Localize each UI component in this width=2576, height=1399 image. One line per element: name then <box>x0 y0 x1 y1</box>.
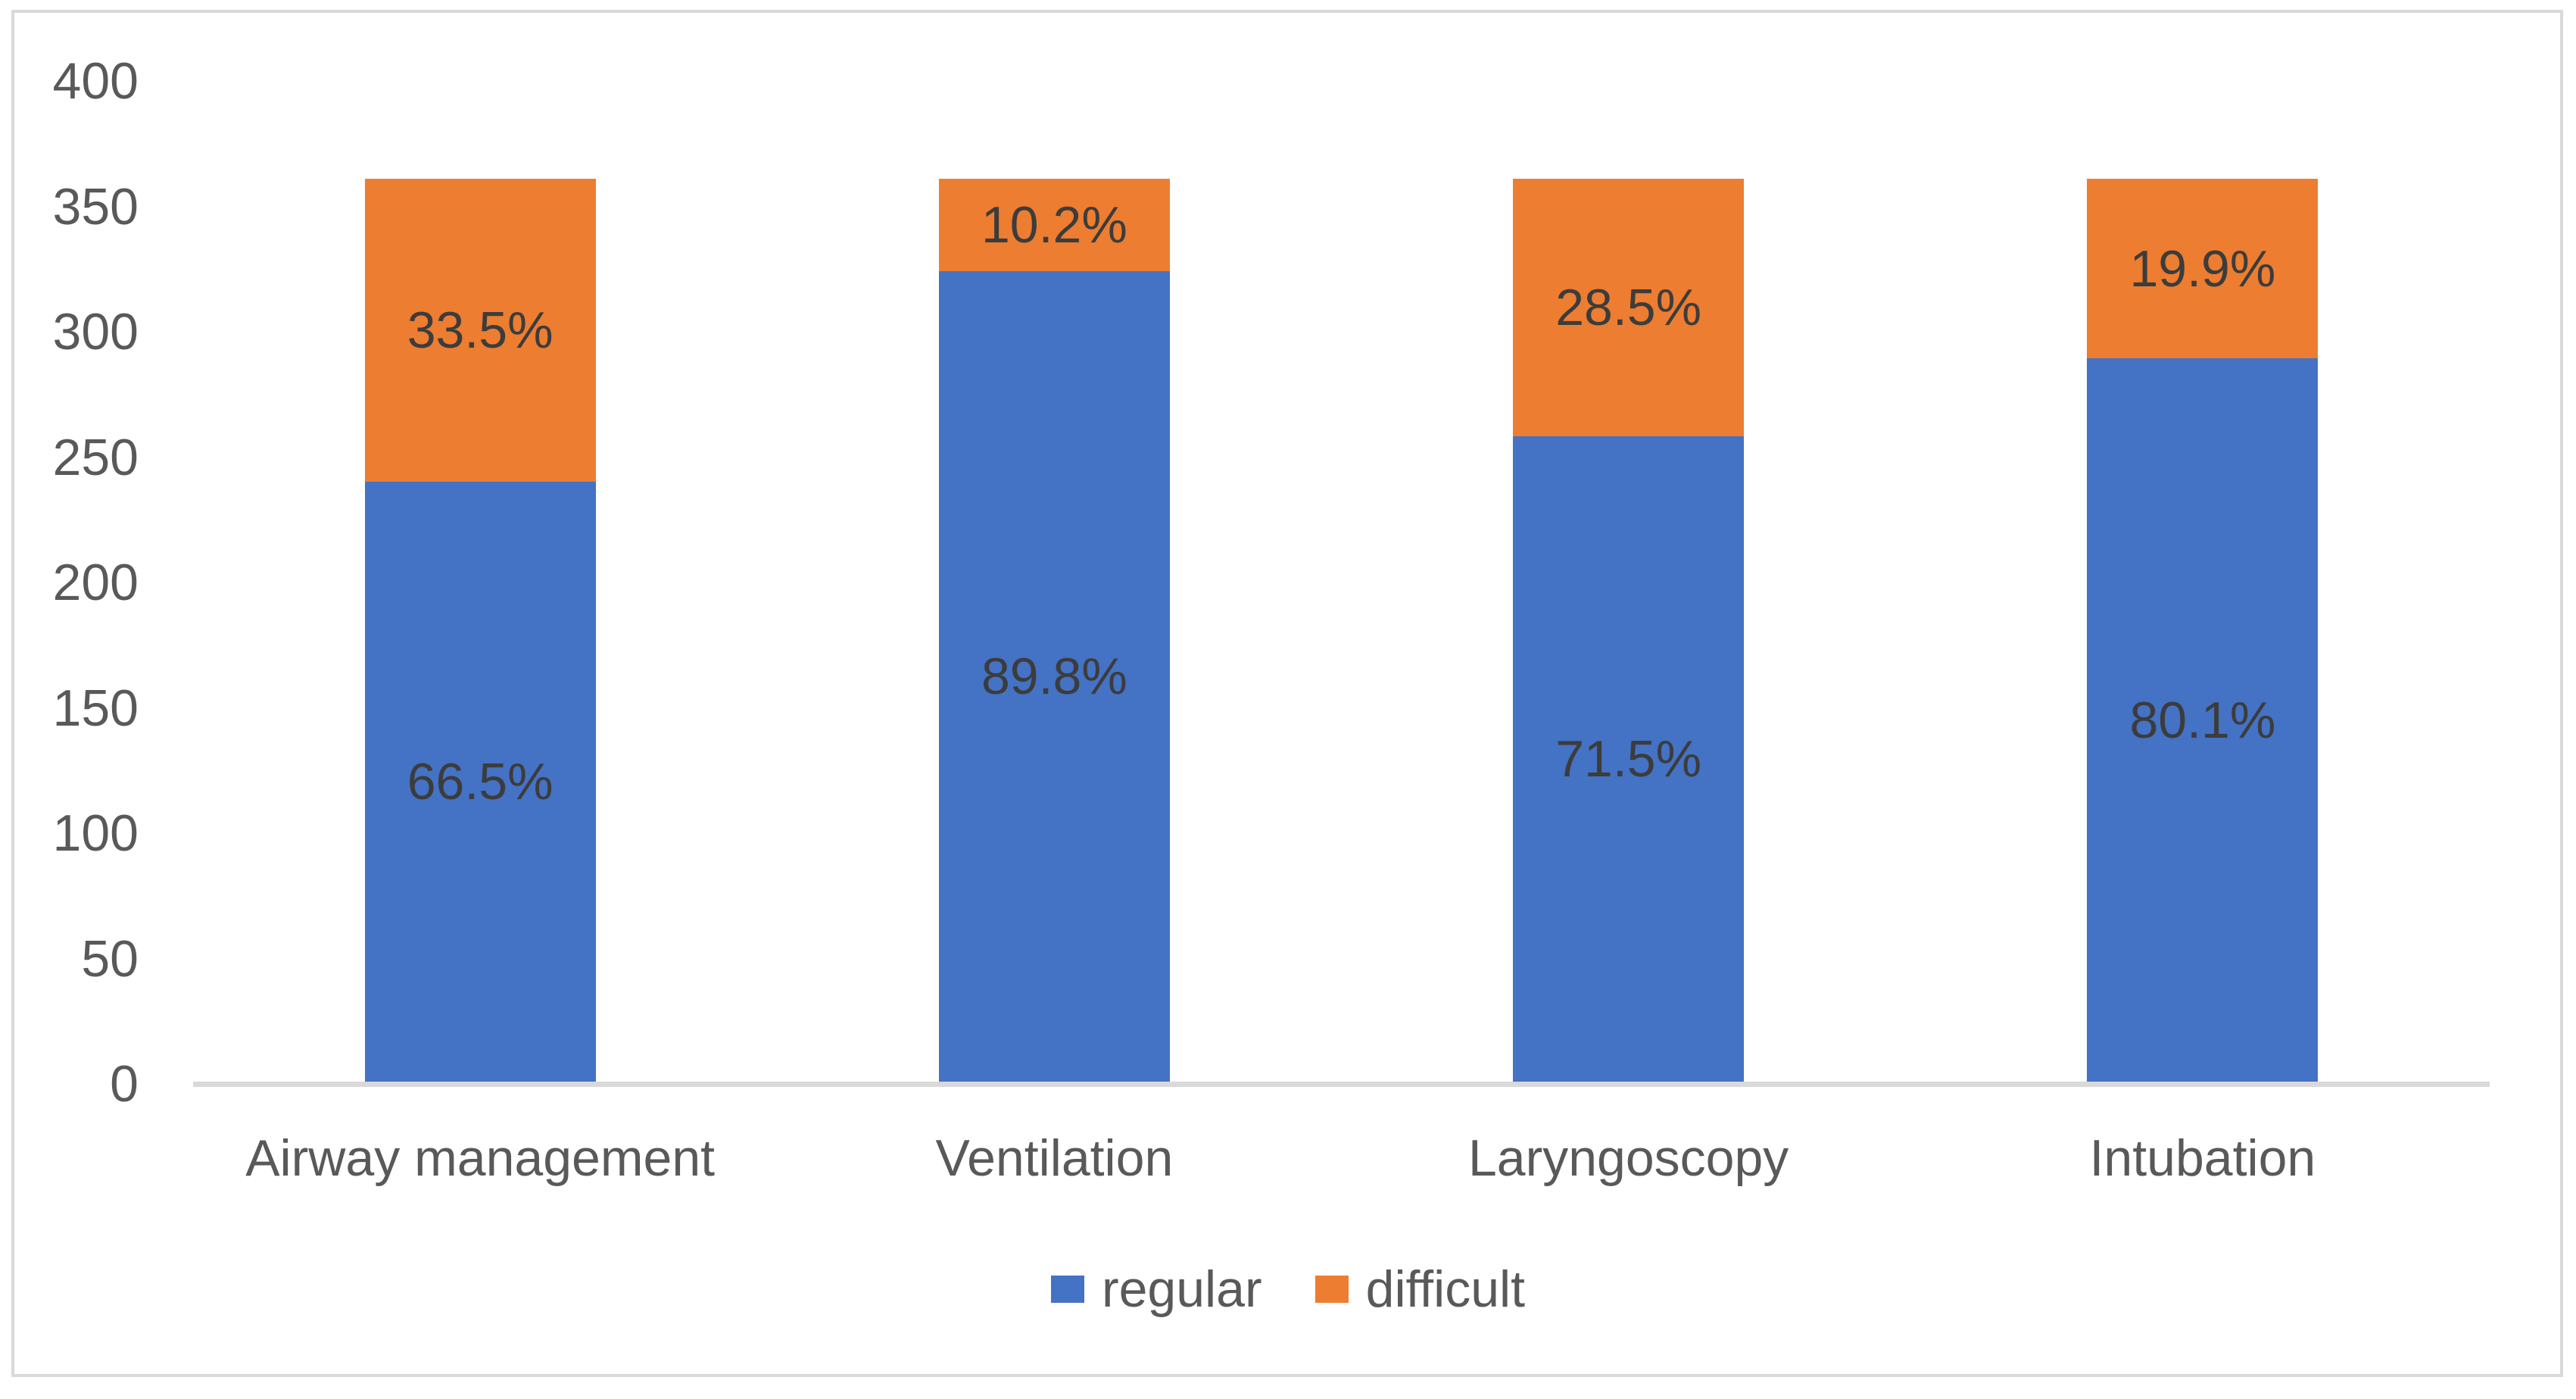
segment-regular-airway-management: 66.5% <box>364 481 596 1082</box>
category-label-ventilation: Ventilation <box>935 1129 1174 1187</box>
y-tick-label-400: 400 <box>52 52 139 110</box>
chart-border <box>11 10 2563 1377</box>
legend-item-regular: regular <box>1050 1259 1262 1319</box>
legend-swatch-difficult <box>1315 1276 1349 1303</box>
legend: regular difficult <box>0 1259 2576 1319</box>
bar-ventilation: 10.2% 89.8% <box>938 179 1170 1082</box>
data-label-difficult-airway-management: 33.5% <box>407 301 554 359</box>
legend-label-regular: regular <box>1101 1260 1262 1318</box>
y-tick-label-300: 300 <box>52 303 139 361</box>
segment-difficult-intubation: 19.9% <box>2087 179 2319 359</box>
legend-swatch-regular <box>1050 1276 1084 1303</box>
segment-regular-laryngoscopy: 71.5% <box>1513 436 1745 1082</box>
x-axis-line <box>193 1082 2490 1087</box>
segment-difficult-laryngoscopy: 28.5% <box>1513 179 1745 436</box>
data-label-regular-ventilation: 89.8% <box>981 647 1127 705</box>
category-label-intubation: Intubation <box>2089 1129 2316 1187</box>
legend-item-difficult: difficult <box>1315 1259 1525 1319</box>
y-tick-label-150: 150 <box>52 679 139 737</box>
legend-label-difficult: difficult <box>1365 1260 1526 1318</box>
y-tick-label-200: 200 <box>52 554 139 611</box>
y-tick-label-50: 50 <box>81 929 139 988</box>
y-tick-label-0: 0 <box>110 1055 139 1113</box>
segment-regular-intubation: 80.1% <box>2087 358 2319 1082</box>
segment-regular-ventilation: 89.8% <box>938 270 1170 1082</box>
y-tick-label-250: 250 <box>52 428 139 486</box>
segment-difficult-ventilation: 10.2% <box>938 179 1170 271</box>
data-label-difficult-laryngoscopy: 28.5% <box>1555 279 1702 337</box>
category-label-laryngoscopy: Laryngoscopy <box>1467 1129 1789 1187</box>
data-label-difficult-intubation: 19.9% <box>2129 239 2276 298</box>
segment-difficult-airway-management: 33.5% <box>364 179 596 482</box>
data-label-regular-laryngoscopy: 71.5% <box>1555 729 1702 788</box>
y-tick-label-100: 100 <box>52 804 139 862</box>
bar-airway-management: 33.5% 66.5% <box>364 179 596 1082</box>
y-tick-label-350: 350 <box>52 177 139 236</box>
data-label-regular-intubation: 80.1% <box>2129 691 2276 749</box>
data-label-difficult-ventilation: 10.2% <box>981 196 1127 255</box>
bar-laryngoscopy: 28.5% 71.5% <box>1513 179 1745 1082</box>
data-label-regular-airway-management: 66.5% <box>407 752 554 810</box>
category-label-airway-management: Airway management <box>245 1129 716 1187</box>
bar-intubation: 19.9% 80.1% <box>2087 179 2319 1082</box>
